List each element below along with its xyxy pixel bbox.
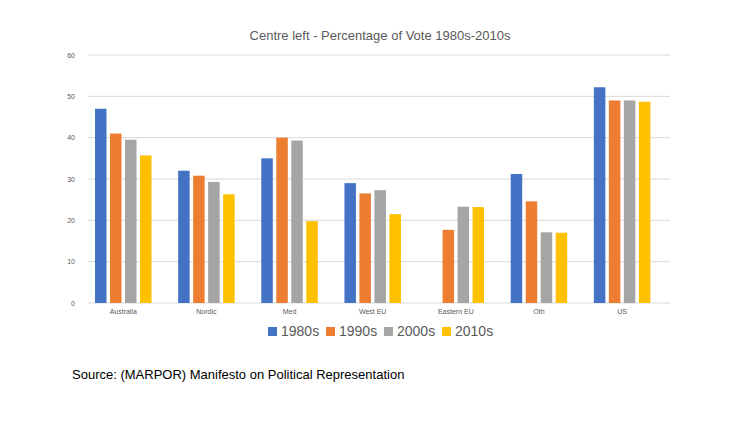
legend-label: 2000s [397,323,435,339]
legend-swatch [384,327,393,336]
bar [639,102,651,303]
bar [95,109,107,303]
legend-swatch [268,327,277,336]
y-tick-label: 20 [67,217,75,224]
bar [511,174,523,303]
x-tick-label: West EU [359,308,387,315]
legend-label: 1980s [281,323,319,339]
x-tick-label: Australia [110,308,137,315]
x-tick-label: Med [283,308,297,315]
bar [443,230,455,303]
bar [374,190,386,303]
bar [526,201,538,303]
bar [306,221,318,303]
bar [389,214,401,303]
grid-line [88,137,670,138]
legend: 1980s 1990s 2000s 2010s [268,323,493,339]
bar [223,194,235,303]
bar [276,138,288,303]
y-tick-label: 30 [67,176,75,183]
legend-swatch [326,327,335,336]
bar [458,207,470,303]
x-tick-label: Oth [533,308,544,315]
bar [125,140,137,303]
x-tick-label: US [617,308,627,315]
legend-swatch [442,327,451,336]
bar [344,183,356,303]
x-tick-label: Eastern EU [438,308,474,315]
source: Source: (MARPOR) Manifesto on Political … [72,367,404,382]
x-tick-label: Nordic [196,308,217,315]
title: Centre left - Percentage of Vote 1980s-2… [250,28,511,43]
bar [110,134,122,303]
y-tick-label: 10 [67,258,75,265]
legend-label: 2010s [455,323,493,339]
bar [178,171,190,303]
bar [261,158,273,303]
bar [624,100,636,303]
y-tick-label: 0 [71,300,75,307]
bar [556,233,568,303]
y-tick-label: 50 [67,93,75,100]
bar [541,232,553,303]
bar [193,176,205,303]
y-tick-label: 40 [67,134,75,141]
legend-label: 1990s [339,323,377,339]
bar [359,193,371,303]
grid-line [88,96,670,97]
chart: Centre left - Percentage of Vote 1980s-2… [0,0,754,424]
bar [609,100,621,303]
bar [291,141,303,303]
y-tick-label: 60 [67,52,75,59]
bar [140,155,152,303]
bar [594,87,606,303]
grid-line [88,55,670,56]
bar [208,182,220,303]
grid-line [88,179,670,180]
bars [95,87,650,303]
bar [473,207,485,303]
